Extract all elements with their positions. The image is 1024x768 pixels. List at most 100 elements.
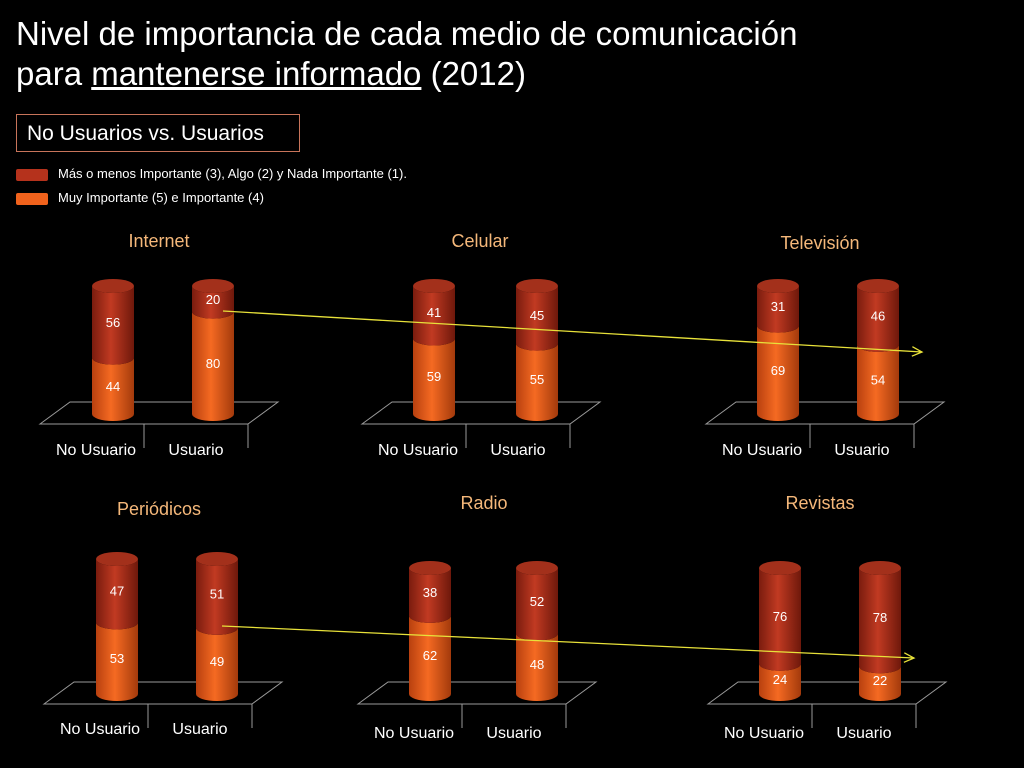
chart-title: Internet (128, 231, 189, 251)
bar-segment-important (96, 622, 138, 701)
chart-floor (706, 681, 948, 705)
data-label-less-important: 76 (773, 609, 787, 624)
trend-arrow-bottom (221, 625, 915, 659)
category-label: No Usuario (378, 442, 458, 459)
bar-segment-important (859, 666, 901, 701)
chart-title: Periódicos (117, 499, 201, 519)
bar-cap (192, 279, 234, 293)
chart-title: Radio (460, 493, 507, 513)
bar-segment-important (516, 633, 558, 701)
data-label-important: 54 (871, 372, 885, 387)
category-label: Usuario (834, 442, 889, 459)
bar-cap (413, 279, 455, 293)
title-line-2-prefix: para (16, 55, 92, 92)
chart-title: Celular (451, 231, 508, 251)
bar-cap (92, 279, 134, 293)
trend-arrow-bottom-head (903, 652, 916, 663)
data-label-important: 22 (873, 673, 887, 688)
bar-segment-important (759, 663, 801, 701)
data-label-less-important: 38 (423, 585, 437, 600)
bar-segment-important (757, 325, 799, 421)
chart-panel-5: Revistas 24 76 No Usuario 22 78 Usuario (706, 493, 948, 742)
data-label-important: 69 (771, 363, 785, 378)
bar-segment-important (516, 343, 558, 421)
chart-floor (360, 401, 602, 425)
title-line-2-underlined: mantenerse informado (91, 55, 422, 92)
data-label-less-important: 46 (871, 308, 885, 323)
category-label: Usuario (168, 442, 223, 459)
bar-segment-important (192, 311, 234, 421)
data-label-less-important: 47 (110, 584, 124, 599)
chart-floor (38, 401, 280, 425)
bar-segment-less-important (857, 286, 899, 352)
legend-label-top: Más o menos Importante (3), Algo (2) y N… (58, 166, 407, 181)
bar-segment-less-important (96, 559, 138, 630)
data-label-less-important: 41 (427, 305, 441, 320)
data-label-important: 24 (773, 672, 787, 687)
category-label: No Usuario (724, 725, 804, 742)
data-label-less-important: 56 (106, 315, 120, 330)
bar-segment-important (196, 627, 238, 701)
bar-segment-less-important (516, 286, 558, 351)
data-label-important: 48 (530, 657, 544, 672)
page-title: Nivel de importancia de cada medio de co… (16, 14, 797, 94)
bar-segment-less-important (759, 568, 801, 671)
data-label-less-important: 52 (530, 594, 544, 609)
chart-floor (704, 401, 946, 425)
chart-title: Televisión (780, 233, 859, 253)
bar-segment-less-important (92, 286, 134, 365)
bar-cap (516, 561, 558, 575)
legend-label-bottom: Muy Importante (5) e Importante (4) (58, 190, 264, 205)
bar-cap (96, 552, 138, 566)
title-line-1: Nivel de importancia de cada medio de co… (16, 15, 798, 52)
bar-segment-important (92, 357, 134, 421)
data-label-important: 49 (210, 654, 224, 669)
data-label-important: 80 (206, 356, 220, 371)
chart-panel-1: Celular 59 41 No Usuario 55 45 Usuario (360, 231, 602, 459)
data-label-less-important: 78 (873, 610, 887, 625)
trend-arrow-top-head (911, 346, 924, 357)
data-label-less-important: 51 (210, 586, 224, 601)
bar-segment-less-important (859, 568, 901, 674)
category-label: Usuario (172, 721, 227, 738)
category-label: Usuario (836, 725, 891, 742)
data-label-important: 44 (106, 379, 120, 394)
chart-panel-4: Radio 62 38 No Usuario 48 52 Usuario (356, 493, 598, 742)
data-label-important: 62 (423, 648, 437, 663)
data-label-less-important: 45 (530, 308, 544, 323)
bar-segment-important (413, 338, 455, 421)
legend-swatch-top (16, 168, 48, 181)
bar-cap (516, 279, 558, 293)
data-label-important: 55 (530, 372, 544, 387)
chart-floor (356, 681, 598, 705)
category-label: No Usuario (56, 442, 136, 459)
chart-title: Revistas (785, 493, 854, 513)
legend-swatch-bottom (16, 192, 48, 205)
trend-arrow-top (222, 310, 923, 353)
bar-cap (757, 279, 799, 293)
trend-arrows (221, 310, 924, 663)
data-label-less-important: 20 (206, 292, 220, 307)
subtitle-box: No Usuarios vs. Usuarios (16, 114, 300, 152)
bar-cap (857, 279, 899, 293)
data-label-less-important: 31 (771, 299, 785, 314)
bar-segment-less-important (196, 559, 238, 635)
data-label-important: 53 (110, 651, 124, 666)
data-label-important: 59 (427, 369, 441, 384)
bar-cap (409, 561, 451, 575)
category-label: No Usuario (60, 721, 140, 738)
legend-item-top: Más o menos Importante (3), Algo (2) y N… (16, 166, 407, 182)
bar-segment-important (857, 344, 899, 421)
chart-floor (42, 681, 284, 705)
chart-panel-2: Televisión 69 31 No Usuario 54 46 Usuario (704, 233, 946, 459)
bar-segment-less-important (757, 286, 799, 333)
category-label: No Usuario (722, 442, 802, 459)
chart-panel-0: Internet 44 56 No Usuario 80 20 Usuario (38, 231, 280, 459)
legend-item-bottom: Muy Importante (5) e Importante (4) (16, 190, 264, 206)
title-line-2-suffix: (2012) (421, 55, 526, 92)
chart-panel-3: Periódicos 53 47 No Usuario 49 51 Usuario (42, 499, 284, 738)
category-label: Usuario (486, 725, 541, 742)
bar-cap (859, 561, 901, 575)
bar-cap (196, 552, 238, 566)
